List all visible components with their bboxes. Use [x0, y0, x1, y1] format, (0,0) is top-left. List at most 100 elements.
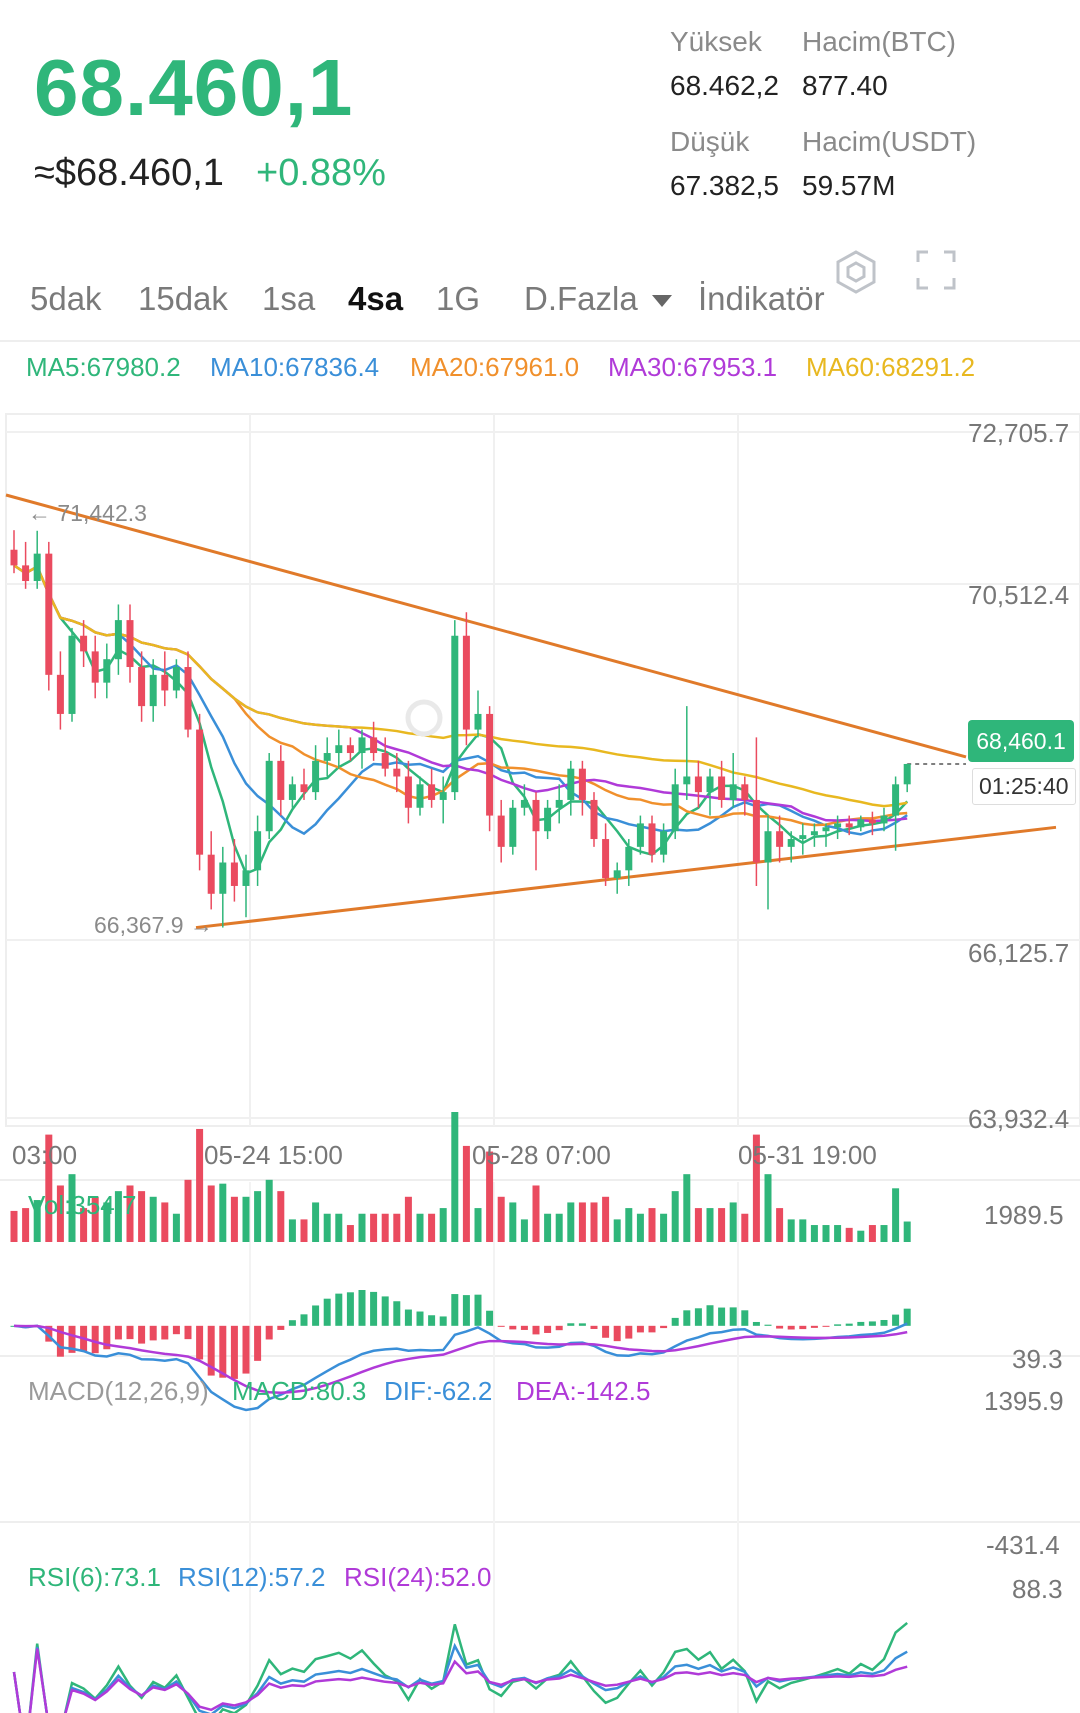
candle-body-76: [892, 784, 900, 816]
dif-value: DIF:-62.2: [384, 1376, 493, 1406]
rsi12-value: RSI(12):57.2: [178, 1562, 326, 1592]
volume-usdt-value: 59.57M: [802, 170, 896, 201]
y-tick-4: 63,932.4: [968, 1104, 1070, 1134]
volume-bar-68: [799, 1219, 807, 1242]
volume-bar-22: [265, 1179, 273, 1242]
candle-body-29: [346, 745, 354, 754]
high-value: 68.462,2: [670, 70, 779, 101]
macd-bar-63: [741, 1310, 749, 1326]
volume-bar-41: [486, 1151, 494, 1242]
volume-bar-60: [706, 1208, 714, 1242]
volume-bar-37: [439, 1208, 447, 1242]
main-panel-border: [5, 413, 1080, 1127]
candle-body-24: [288, 784, 296, 800]
volume-bar-21: [254, 1191, 262, 1242]
volume-usdt-label: Hacim(USDT): [802, 126, 977, 157]
macd-bar-44: [520, 1325, 528, 1330]
indicator-button[interactable]: İndikatör: [698, 280, 825, 317]
macd-bar-58: [683, 1310, 691, 1326]
candle-body-21: [254, 831, 262, 871]
candle-body-41: [486, 713, 494, 816]
volume-bar-6: [80, 1208, 88, 1242]
macd-bar-50: [590, 1325, 598, 1329]
candle-body-61: [718, 776, 726, 800]
ma10-value: MA10:67836.4: [210, 352, 380, 382]
macd-bar-38: [451, 1294, 459, 1326]
candle-body-69: [810, 831, 818, 836]
dif-line: [13, 1322, 908, 1412]
macd-bar-48: [567, 1323, 575, 1326]
macd-bar-70: [822, 1325, 830, 1327]
moving-average-lines: [13, 564, 909, 876]
candle-body-30: [358, 737, 366, 754]
volume-bar-49: [578, 1202, 586, 1242]
macd-bar-45: [532, 1325, 540, 1335]
macd-bar-42: [497, 1325, 505, 1327]
volume-bar-69: [810, 1225, 818, 1242]
tab-4h[interactable]: 4sa: [348, 280, 404, 317]
volume-bar-61: [718, 1208, 726, 1242]
volume-bar-31: [370, 1213, 378, 1242]
low-value: 67.382,5: [670, 170, 779, 201]
volume-bar-77: [903, 1221, 911, 1242]
more-timeframes-button[interactable]: D.Fazla: [524, 280, 673, 318]
macd-bar-12: [149, 1325, 157, 1341]
candle-body-34: [404, 776, 412, 808]
kline-chart[interactable]: [0, 410, 1080, 1713]
candle-body-22: [265, 760, 273, 832]
volume-bar-67: [787, 1219, 795, 1242]
candle-body-44: [520, 799, 528, 808]
volume-bar-26: [312, 1202, 320, 1242]
macd-bar-26: [312, 1305, 320, 1326]
volume-bar-34: [404, 1196, 412, 1242]
volume-bar-23: [277, 1191, 285, 1242]
volume-max: 1989.5: [984, 1200, 1064, 1230]
candle-body-1: [22, 565, 30, 582]
volume-bar-36: [428, 1213, 436, 1242]
rsi24-value: RSI(24):52.0: [344, 1562, 492, 1592]
candle-body-26: [312, 760, 320, 793]
macd-bar-11: [138, 1325, 146, 1344]
candle-body-20: [242, 870, 250, 886]
candle-body-43: [509, 807, 517, 847]
y-tick-1: 72,705.7: [968, 418, 1070, 448]
candle-body-23: [277, 760, 285, 800]
volume-bar-18: [219, 1183, 227, 1242]
macd-bar-37: [439, 1316, 447, 1326]
candle-body-10: [126, 620, 134, 668]
tab-1h[interactable]: 1sa: [262, 280, 316, 317]
candle-body-3: [45, 553, 53, 675]
rsi-lines: [12, 1622, 908, 1713]
volume-bar-59: [694, 1208, 702, 1242]
candle-body-48: [567, 768, 575, 800]
tab-5min[interactable]: 5dak: [30, 280, 102, 317]
candle-body-18: [219, 862, 227, 894]
macd-bar-15: [184, 1325, 192, 1340]
ma10-line: [13, 564, 908, 836]
macd-bar-71: [834, 1324, 842, 1326]
volume-bar-24: [288, 1219, 296, 1242]
ma20-line: [13, 564, 908, 827]
candle-body-0: [10, 549, 18, 566]
volume-bar-14: [172, 1213, 180, 1242]
low-label: Düşük: [670, 126, 750, 157]
macd-bar-28: [335, 1293, 343, 1326]
candle-body-77: [903, 763, 911, 785]
tab-15min[interactable]: 15dak: [138, 280, 228, 317]
macd-bar-75: [880, 1319, 888, 1326]
volume-bar-47: [555, 1213, 563, 1242]
hexagon-settings-icon[interactable]: [832, 248, 880, 296]
y-tick-3: 66,125.7: [968, 938, 1070, 968]
tabs-divider: [0, 340, 1080, 342]
trend-lines: [5, 493, 1057, 930]
tab-1d[interactable]: 1G: [436, 280, 481, 317]
macd-bar-40: [474, 1294, 482, 1326]
volume-bar-40: [474, 1208, 482, 1242]
volume-bar-74: [868, 1225, 876, 1242]
macd-bar-34: [404, 1309, 412, 1326]
fullscreen-icon[interactable]: [916, 250, 956, 290]
x-tick-2: 05-24 15:00: [204, 1140, 343, 1170]
volume-bar-71: [834, 1225, 842, 1242]
candle-body-19: [230, 862, 238, 886]
macd-bar-13: [161, 1325, 169, 1340]
